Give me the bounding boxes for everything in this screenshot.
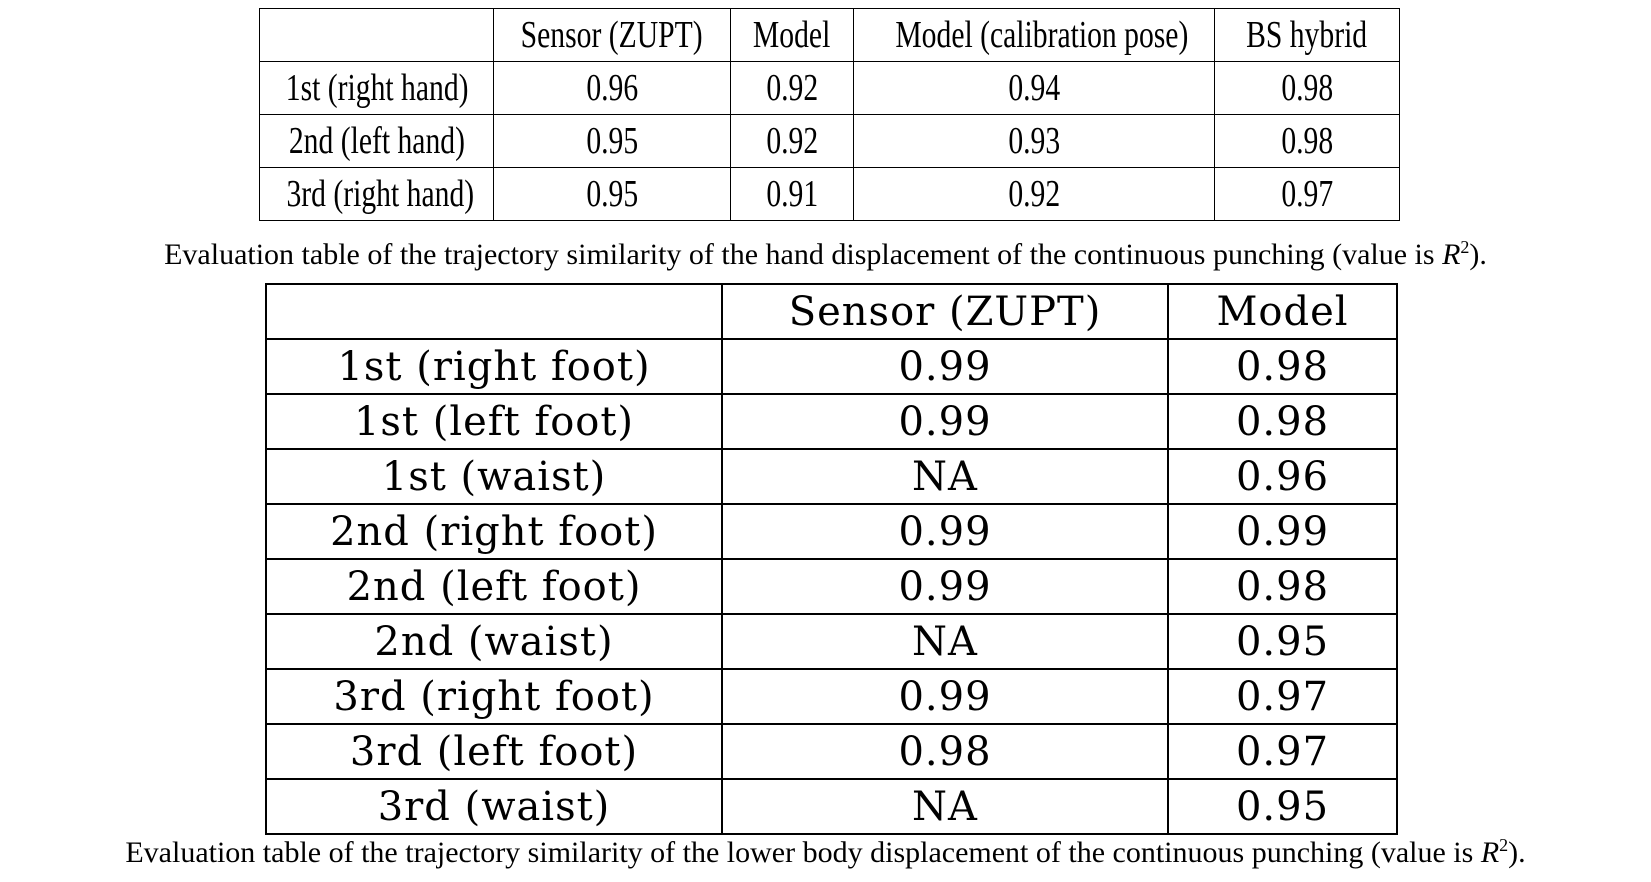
table-cell: 0.98	[1167, 558, 1398, 615]
table-cell: 0.98	[1167, 393, 1398, 450]
table-cell: 0.98	[721, 723, 1169, 780]
table-cell: 0.91	[730, 167, 854, 221]
table-cell: 0.95	[1167, 613, 1398, 670]
row-label: 2nd (left foot)	[265, 558, 723, 615]
table-row: 1st (waist) NA 0.96	[265, 448, 1398, 505]
table-cell: 0.99	[721, 393, 1169, 450]
caption-variable: R	[1480, 836, 1500, 869]
table-cell: 0.97	[1167, 723, 1398, 780]
table-cell: 0.97	[1214, 167, 1400, 221]
lower-body-table-caption: Evaluation table of the trajectory simil…	[0, 836, 1651, 870]
caption-text: Evaluation table of the trajectory simil…	[125, 836, 1481, 869]
row-label: 1st (right hand)	[259, 61, 494, 115]
header-cell-empty	[259, 8, 494, 62]
row-label: 2nd (waist)	[265, 613, 723, 670]
row-label: 3rd (right hand)	[259, 167, 494, 221]
caption-text: Evaluation table of the trajectory simil…	[164, 238, 1443, 271]
table-cell: 0.97	[1167, 668, 1398, 725]
table-row: 2nd (right foot) 0.99 0.99	[265, 503, 1398, 560]
table-cell: 0.96	[1167, 448, 1398, 505]
table-cell: NA	[721, 613, 1169, 670]
header-cell-sensor-zupt: Sensor (ZUPT)	[721, 283, 1169, 340]
table-cell: 0.99	[1167, 503, 1398, 560]
table-cell: NA	[721, 778, 1169, 835]
table-cell: 0.98	[1214, 114, 1400, 168]
hand-table-caption: Evaluation table of the trajectory simil…	[0, 238, 1651, 272]
caption-superscript: 2	[1499, 835, 1509, 855]
row-label: 1st (right foot)	[265, 338, 723, 395]
hand-trajectory-table: Sensor (ZUPT) Model Model (calibration p…	[259, 8, 1400, 221]
header-cell-model: Model	[730, 8, 854, 62]
row-label: 2nd (right foot)	[265, 503, 723, 560]
caption-text-end: ).	[1469, 238, 1487, 271]
table-row: 3rd (waist) NA 0.95	[265, 778, 1398, 835]
table-row: 1st (right foot) 0.99 0.98	[265, 338, 1398, 395]
table-cell: 0.99	[721, 338, 1169, 395]
table-row: 2nd (waist) NA 0.95	[265, 613, 1398, 670]
row-label: 1st (left foot)	[265, 393, 723, 450]
table-row: 3rd (right foot) 0.99 0.97	[265, 668, 1398, 725]
table-cell: 0.95	[493, 167, 731, 221]
table-row: 2nd (left foot) 0.99 0.98	[265, 558, 1398, 615]
header-cell-empty	[265, 283, 723, 340]
table-cell: NA	[721, 448, 1169, 505]
lower-body-trajectory-table: Sensor (ZUPT) Model 1st (right foot) 0.9…	[265, 283, 1398, 835]
table-header-row: Sensor (ZUPT) Model Model (calibration p…	[259, 8, 1400, 62]
table-cell: 0.99	[721, 558, 1169, 615]
header-cell-model: Model	[1167, 283, 1398, 340]
caption-text-end: ).	[1508, 836, 1526, 869]
row-label: 3rd (waist)	[265, 778, 723, 835]
table-cell: 0.94	[853, 61, 1215, 115]
table-cell: 0.98	[1214, 61, 1400, 115]
row-label: 3rd (right foot)	[265, 668, 723, 725]
header-cell-sensor-zupt: Sensor (ZUPT)	[493, 8, 731, 62]
table-header-row: Sensor (ZUPT) Model	[265, 283, 1398, 340]
row-label: 1st (waist)	[265, 448, 723, 505]
caption-superscript: 2	[1460, 237, 1470, 257]
table-cell: 0.95	[1167, 778, 1398, 835]
table-cell: 0.92	[730, 114, 854, 168]
table-cell: 0.98	[1167, 338, 1398, 395]
caption-variable: R	[1442, 238, 1461, 271]
table-row: 3rd (left foot) 0.98 0.97	[265, 723, 1398, 780]
table-cell: 0.96	[493, 61, 731, 115]
table-cell: 0.99	[721, 668, 1169, 725]
table-row: 1st (right hand) 0.96 0.92 0.94 0.98	[259, 61, 1400, 115]
header-cell-model-calibration-pose: Model (calibration pose)	[853, 8, 1215, 62]
table-cell: 0.95	[493, 114, 731, 168]
table-cell: 0.92	[730, 61, 854, 115]
table-row: 3rd (right hand) 0.95 0.91 0.92 0.97	[259, 167, 1400, 221]
header-cell-bs-hybrid: BS hybrid	[1214, 8, 1400, 62]
table-cell: 0.92	[853, 167, 1215, 221]
row-label: 3rd (left foot)	[265, 723, 723, 780]
row-label: 2nd (left hand)	[259, 114, 494, 168]
table-cell: 0.99	[721, 503, 1169, 560]
table-row: 1st (left foot) 0.99 0.98	[265, 393, 1398, 450]
table-row: 2nd (left hand) 0.95 0.92 0.93 0.98	[259, 114, 1400, 168]
table-cell: 0.93	[853, 114, 1215, 168]
